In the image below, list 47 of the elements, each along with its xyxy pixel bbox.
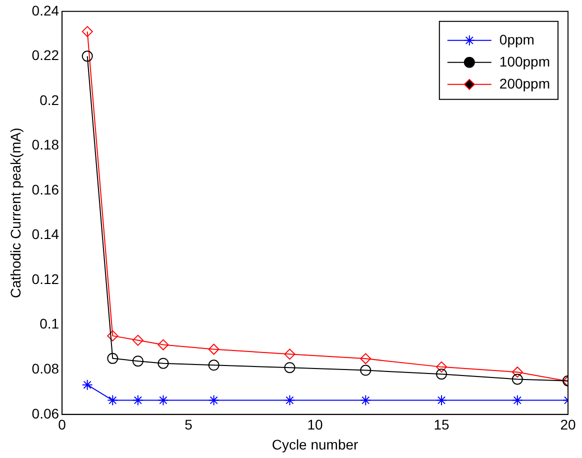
x-tick-label: 5 bbox=[184, 416, 193, 433]
y-tick-label: 0.06 bbox=[32, 405, 60, 422]
y-tick-label: 0.1 bbox=[40, 316, 60, 332]
point bbox=[107, 330, 118, 342]
point bbox=[208, 344, 220, 355]
point bbox=[158, 339, 169, 350]
point bbox=[208, 394, 220, 406]
y-tick-label: 0.08 bbox=[32, 360, 60, 376]
point bbox=[512, 394, 523, 406]
y-tick-label: 0.14 bbox=[32, 226, 60, 242]
y-tick-label: 0.16 bbox=[32, 181, 60, 198]
point bbox=[512, 366, 523, 378]
point bbox=[284, 394, 296, 406]
legend-label: 100ppm bbox=[499, 53, 550, 70]
point bbox=[436, 394, 448, 406]
point bbox=[512, 374, 523, 385]
y-tick-label: 0.2 bbox=[40, 92, 60, 108]
point bbox=[284, 348, 296, 360]
y-tick-label: 0.12 bbox=[32, 270, 60, 287]
point bbox=[436, 361, 448, 372]
x-axis-title: Cycle number bbox=[272, 436, 359, 452]
legend-label: 200ppm bbox=[499, 75, 550, 92]
point bbox=[436, 368, 448, 380]
point bbox=[107, 394, 118, 406]
point bbox=[208, 360, 220, 371]
y-axis-title: Cathodic Current peak(mA) bbox=[7, 128, 24, 298]
x-tick-label: 15 bbox=[434, 416, 450, 433]
point bbox=[82, 50, 93, 62]
x-tick-label: 20 bbox=[560, 416, 576, 433]
point bbox=[132, 394, 144, 406]
point bbox=[132, 356, 144, 367]
point bbox=[107, 352, 118, 364]
point bbox=[158, 358, 169, 369]
point bbox=[360, 394, 372, 406]
y-tick-label: 0.22 bbox=[32, 47, 60, 64]
point bbox=[360, 364, 372, 376]
point bbox=[158, 394, 169, 406]
point bbox=[82, 379, 93, 390]
x-tick-label: 10 bbox=[307, 416, 324, 433]
y-tick-label: 0.18 bbox=[32, 136, 60, 153]
point bbox=[360, 353, 372, 364]
point bbox=[284, 362, 296, 374]
legend-label: 0ppm bbox=[499, 31, 534, 48]
point bbox=[82, 26, 93, 38]
x-tick-label: 0 bbox=[58, 416, 66, 433]
y-tick-label: 0.24 bbox=[32, 2, 60, 18]
point bbox=[132, 334, 144, 346]
